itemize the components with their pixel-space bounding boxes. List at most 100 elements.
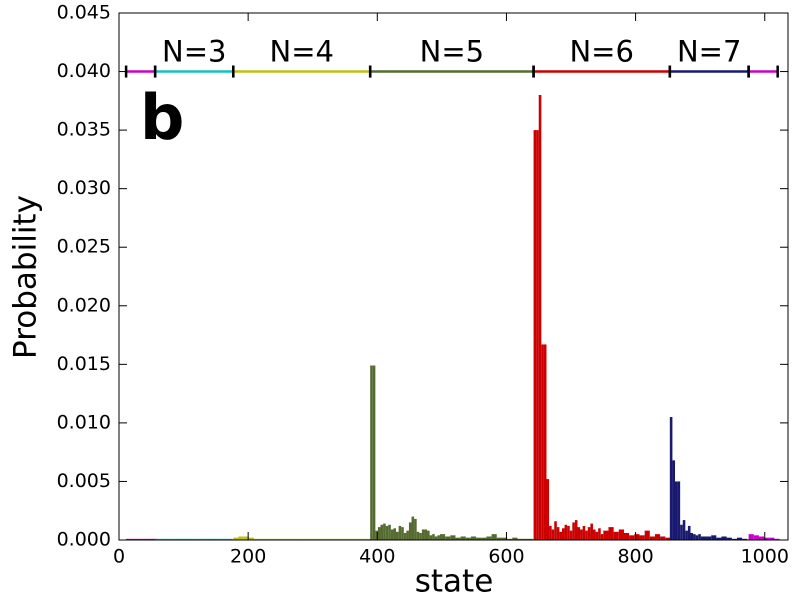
bar (476, 537, 482, 540)
bar (219, 538, 233, 540)
x-tick-label: 400 (359, 546, 395, 568)
bar (764, 537, 770, 540)
bar (180, 538, 194, 540)
bar (481, 537, 487, 540)
bar (390, 529, 394, 540)
bar (421, 529, 425, 540)
bar (427, 530, 430, 540)
bar (758, 536, 765, 540)
bar (585, 530, 588, 540)
plot-frame (118, 12, 789, 541)
bar (554, 521, 557, 540)
bar (551, 529, 555, 540)
bar (698, 534, 701, 540)
bar (403, 532, 407, 540)
bar (437, 535, 440, 540)
bar (375, 530, 378, 540)
bar (595, 531, 599, 540)
bar (133, 538, 142, 540)
bar (155, 538, 169, 540)
y-axis-label: Probability (8, 195, 44, 359)
x-tick-label: 1000 (741, 546, 789, 568)
bar (682, 520, 686, 540)
bar (569, 530, 573, 540)
bar (649, 536, 655, 540)
bar (414, 518, 417, 540)
bar (445, 536, 451, 540)
bar (572, 522, 575, 540)
bar (507, 538, 513, 540)
bar (634, 534, 640, 540)
bar (393, 528, 397, 540)
bar (546, 479, 550, 540)
bar (559, 531, 562, 540)
bar (253, 538, 274, 540)
y-tick-label: 0.035 (57, 119, 111, 141)
bar (608, 527, 614, 540)
bar (577, 527, 581, 540)
bar (299, 538, 326, 540)
bar (536, 130, 539, 540)
y-tick-label: 0.040 (57, 60, 111, 82)
bar (450, 535, 456, 540)
panel-label: b (140, 81, 184, 154)
bar (385, 525, 389, 540)
bar (711, 535, 717, 540)
bar (141, 538, 150, 540)
bar (674, 481, 678, 540)
segment-label: N=4 (270, 35, 334, 69)
bar (660, 536, 666, 540)
bar (465, 537, 471, 540)
bar (580, 529, 583, 540)
bar (233, 537, 239, 540)
y-tick-label: 0.025 (57, 236, 111, 258)
bar (527, 538, 533, 540)
bar (644, 530, 650, 540)
bar (486, 536, 492, 540)
y-tick-label: 0.020 (57, 294, 111, 316)
bar (424, 529, 428, 540)
bar (380, 524, 384, 540)
bar (753, 535, 759, 540)
bar (769, 537, 775, 540)
bar (582, 525, 586, 540)
bar (690, 532, 694, 540)
bar (654, 534, 661, 540)
bar (325, 538, 352, 540)
y-tick-label: 0.005 (57, 470, 111, 492)
bar (613, 531, 619, 540)
bar (736, 537, 743, 540)
bar (206, 538, 220, 540)
bar (677, 481, 681, 540)
y-tick-label: 0.045 (57, 2, 111, 24)
bar (377, 527, 381, 540)
segment-label: N=3 (162, 35, 226, 69)
bar (496, 537, 502, 540)
bar (460, 536, 466, 540)
bar (408, 522, 412, 540)
bar (419, 532, 422, 540)
y-tick-label: 0.030 (57, 177, 111, 199)
bar (383, 523, 386, 540)
bar (543, 344, 547, 540)
bar (372, 365, 376, 540)
bar (432, 534, 435, 540)
bar (396, 531, 399, 540)
bar (398, 525, 402, 540)
bar (665, 537, 671, 540)
bar (434, 536, 438, 540)
segment-label: N=6 (569, 35, 633, 69)
bar (388, 524, 391, 540)
bar (522, 538, 528, 540)
bar (629, 535, 635, 540)
bar (726, 537, 732, 540)
x-tick-label: 600 (488, 546, 524, 568)
bar (742, 538, 748, 540)
bar (248, 537, 254, 540)
bar (774, 538, 780, 540)
y-tick-label: 0.015 (57, 353, 111, 375)
bar (370, 365, 373, 540)
bar (564, 524, 568, 540)
x-tick-label: 200 (230, 546, 266, 568)
